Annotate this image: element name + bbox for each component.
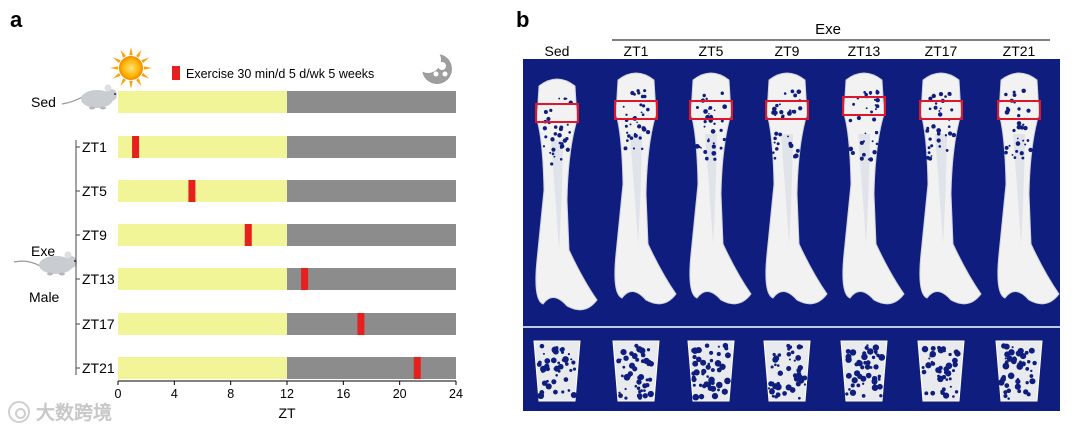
trabecular-zt17 [917,340,965,402]
roi-box [614,100,658,120]
x-tick-label: 16 [336,387,350,401]
column-label: ZT13 [848,43,881,59]
row-label: ZT5 [82,183,107,199]
femur-zt17 [919,72,982,305]
timeline-row-zt5: ZT5 [76,180,456,202]
row-label: ZT1 [82,139,107,155]
panel-a-letter: a [10,7,23,32]
trabecular-sed [533,340,581,402]
column-label: ZT1 [624,43,649,59]
x-tick-label: 8 [227,387,234,401]
male-label: Male [29,289,60,305]
exe-header: Exe [815,21,841,38]
sed-label: Sed [31,94,56,110]
dark-phase-bar [287,357,456,379]
dark-phase-bar [287,268,456,290]
x-tick-label: 24 [449,387,463,401]
roi-box [765,100,809,120]
light-phase-bar [118,136,287,158]
column-label: Sed [545,43,570,59]
femur-sed [535,78,598,311]
x-tick-label: 0 [115,387,122,401]
column-label: ZT21 [1003,43,1036,59]
femur-images [535,72,1060,311]
exercise-legend-text: Exercise 30 min/d 5 d/wk 5 weeks [186,67,374,81]
column-labels: Sed ZT1 ZT5 ZT9 ZT13 ZT17 ZT21 [545,43,1036,59]
mouse-icon [61,84,117,110]
exercise-marker [301,268,309,290]
dark-phase-bar [287,91,456,113]
panel-b-letter: b [516,7,529,32]
x-axis: 0 4 8 12 16 20 24 [115,380,463,401]
timeline-row-zt21: ZT21 [76,357,456,379]
light-phase-bar [118,224,287,246]
femur-zt1 [614,72,677,305]
exercise-marker [188,180,196,202]
sun-icon [110,47,152,89]
watermark-text: 大数跨境 [36,402,113,424]
x-tick-label: 12 [280,387,294,401]
row-label: ZT9 [82,227,107,243]
exercise-marker [413,357,421,379]
dark-phase-bar [287,180,456,202]
dark-phase-bar [287,224,456,246]
dark-phase-bar [287,313,456,335]
roi-box [689,100,733,120]
exe-label: Exe [31,243,55,259]
exercise-legend-swatch [172,66,180,80]
light-phase-bar [118,268,287,290]
column-label: ZT5 [699,43,724,59]
row-label: ZT13 [82,271,115,287]
timeline-row-zt17: ZT17 [76,313,456,335]
timeline-rows: ZT1 ZT5 ZT9 ZT13 ZT17 ZT21 [76,91,456,379]
exercise-marker [357,313,365,335]
femur-zt21 [997,72,1060,305]
column-label: ZT9 [775,43,800,59]
trabecular-zt5 [687,340,735,402]
roi-box [842,96,886,116]
exercise-marker [244,224,252,246]
light-phase-bar [118,313,287,335]
trabecular-zt13 [840,340,888,402]
femur-zt5 [689,72,752,305]
trabecular-zt1 [612,340,660,402]
column-label: ZT17 [925,43,958,59]
row-label: ZT17 [82,316,115,332]
roi-box [535,103,579,123]
dark-phase-bar [287,136,456,158]
timeline-row-sed [118,91,456,113]
x-tick-label: 20 [393,387,407,401]
trabecular-images [533,340,1043,402]
femur-zt9 [765,72,828,305]
timeline-row-zt13: ZT13 [76,268,456,290]
row-label: ZT21 [82,360,115,376]
femur-zt13 [842,72,905,305]
roi-box [997,100,1041,120]
roi-box [919,100,963,120]
trabecular-zt9 [763,340,811,402]
exercise-marker [132,136,140,158]
moon-icon [415,47,452,84]
light-phase-bar [118,180,287,202]
light-phase-bar [118,357,287,379]
trabecular-zt21 [995,340,1043,402]
watermark: 大数跨境 [8,398,112,425]
light-phase-bar [118,91,287,113]
watermark-logo-icon [8,400,30,423]
timeline-row-zt1: ZT1 [76,136,456,158]
timeline-row-zt9: ZT9 [76,224,456,246]
x-tick-label: 4 [171,387,178,401]
x-axis-label: ZT [278,405,296,421]
